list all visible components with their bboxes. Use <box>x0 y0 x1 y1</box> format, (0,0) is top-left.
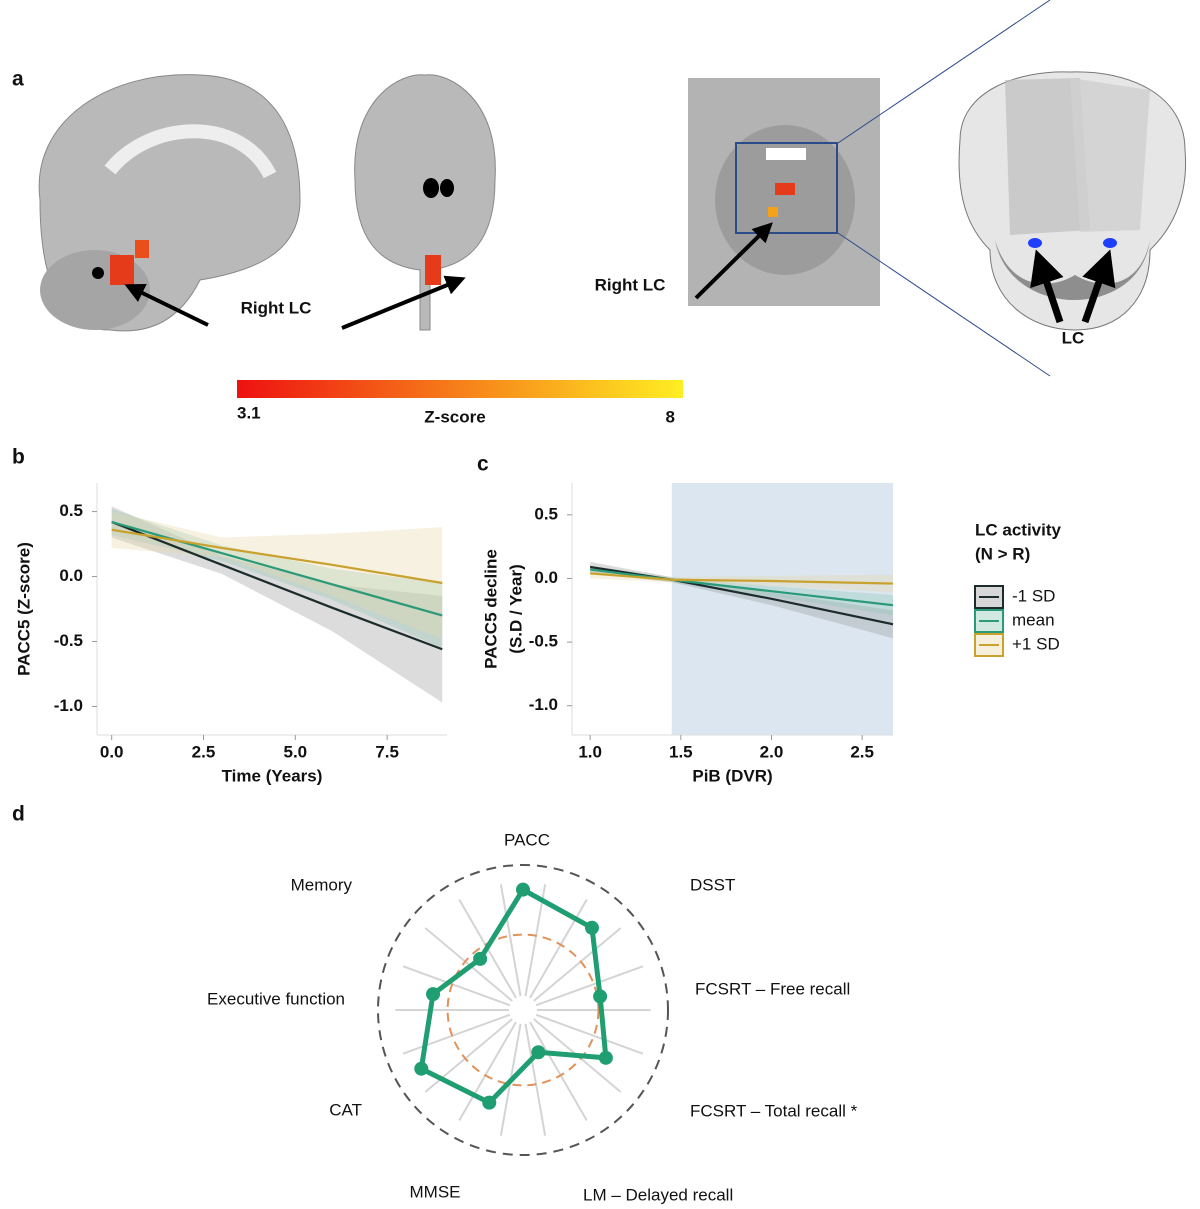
x-tick-label: 7.5 <box>375 742 399 761</box>
axial-scan <box>688 78 880 306</box>
y-axis-label: (S.D / Year) <box>506 564 525 653</box>
x-tick-label: 2.5 <box>192 742 216 761</box>
legend-label: +1 SD <box>1012 634 1060 653</box>
confidence-band <box>590 561 893 639</box>
axis-label: DSST <box>690 875 735 894</box>
spoke <box>529 898 588 999</box>
y-axis-label: PACC5 decline <box>481 549 500 669</box>
y-tick-label: 0.0 <box>59 566 83 585</box>
y-tick-label: -0.5 <box>529 632 558 651</box>
x-tick-label: 0.0 <box>100 742 124 761</box>
arrow <box>124 284 209 327</box>
radar-point <box>584 920 599 935</box>
spoke <box>524 1023 547 1136</box>
spoke <box>535 965 644 1007</box>
x-axis-label: PiB (DVR) <box>692 766 772 785</box>
trend-line <box>590 572 894 585</box>
radar-outline <box>418 887 609 1106</box>
legend-label: -1 SD <box>1012 586 1055 605</box>
radar-point <box>516 882 530 897</box>
spoke <box>458 1021 517 1122</box>
colorbar <box>237 380 683 398</box>
radar-point <box>414 1061 429 1076</box>
trend-line <box>589 568 894 607</box>
x-tick-label: 2.5 <box>850 742 874 761</box>
axis-label: CAT <box>329 1100 362 1119</box>
zoom-line <box>837 232 1051 377</box>
radar-point <box>598 1050 613 1065</box>
x-axis-label: Time (Years) <box>222 766 323 785</box>
radar-point <box>426 987 441 1002</box>
colorbar-min: 3.1 <box>237 403 261 422</box>
y-tick-label: 0.5 <box>59 501 83 520</box>
panel-label: d <box>12 803 25 826</box>
y-tick-label: 0.0 <box>534 568 558 587</box>
radar-point <box>482 1095 497 1110</box>
spoke <box>524 884 547 997</box>
legend-title: LC activity <box>975 520 1062 539</box>
outer-circle <box>377 864 669 1156</box>
x-tick-label: 1.5 <box>669 742 693 761</box>
axis-label: FCSRT – Free recall <box>695 979 850 998</box>
y-tick-label: -1.0 <box>54 696 83 715</box>
y-tick-label: 0.5 <box>534 504 558 523</box>
arrow <box>1081 249 1116 324</box>
annotation: Right LC <box>241 298 312 317</box>
panel-label: b <box>12 446 25 469</box>
radar-point <box>593 989 608 1004</box>
highlight-region <box>671 483 893 735</box>
coronal-scan <box>354 74 496 331</box>
spoke <box>402 1013 511 1055</box>
spoke <box>533 927 622 1002</box>
colorbar-max: 8 <box>666 407 675 426</box>
axis-label: PACC <box>504 830 550 849</box>
spoke <box>499 884 522 997</box>
x-tick-label: 2.0 <box>760 742 784 761</box>
trend-line <box>111 528 443 585</box>
panel-label: c <box>477 453 489 476</box>
trend-line <box>111 520 443 617</box>
panel-label: a <box>12 68 24 91</box>
y-tick-label: -1.0 <box>529 695 558 714</box>
axis-label: MMSE <box>410 1182 461 1201</box>
x-tick-label: 5.0 <box>284 742 308 761</box>
axis-label: LM – Delayed recall <box>583 1185 733 1204</box>
annotation: LC <box>1062 328 1085 347</box>
legend-label: mean <box>1012 610 1055 629</box>
zoom-line <box>837 0 1051 144</box>
radar-point <box>531 1045 546 1060</box>
arrow <box>1030 249 1064 324</box>
spoke <box>402 965 511 1007</box>
x-tick-label: 1.0 <box>578 742 602 761</box>
spoke <box>535 1013 644 1055</box>
legend-title: (N > R) <box>975 544 1030 563</box>
brainstem-diagram <box>958 71 1187 331</box>
sagittal-scan <box>38 74 301 332</box>
radar-point <box>473 951 488 966</box>
colorbar-label: Z-score <box>424 407 485 426</box>
axis-label: FCSRT – Total recall * <box>690 1101 858 1120</box>
axis-label: Executive function <box>207 989 345 1008</box>
trend-line <box>589 565 894 626</box>
trend-line <box>111 520 443 651</box>
arrow <box>694 222 773 300</box>
reference-circle <box>446 933 600 1087</box>
spoke <box>529 1021 588 1122</box>
axis-label: Memory <box>291 875 353 894</box>
y-axis-label: PACC5 (Z-score) <box>14 542 33 676</box>
annotation: Right LC <box>595 275 666 294</box>
arrow <box>341 275 466 330</box>
confidence-band <box>111 506 443 703</box>
y-tick-label: -0.5 <box>54 631 83 650</box>
